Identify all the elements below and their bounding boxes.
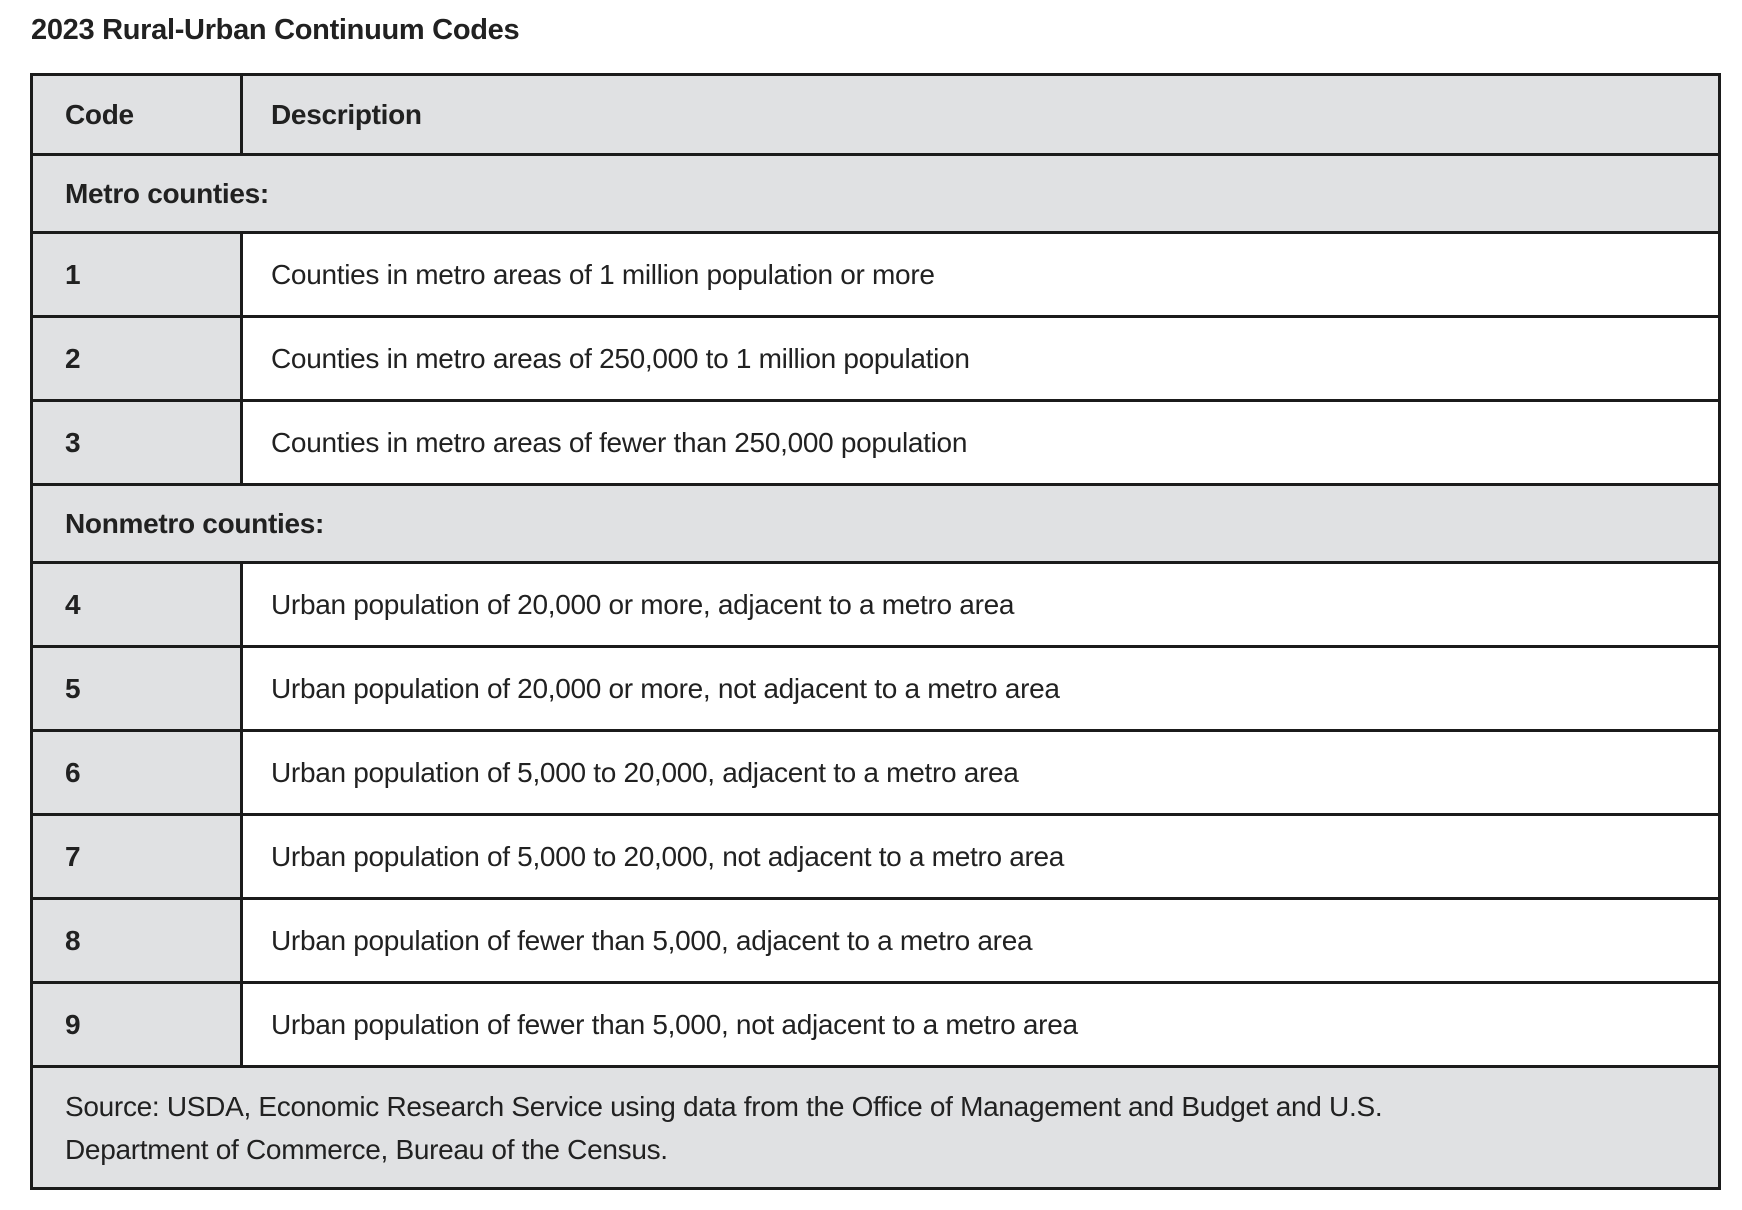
table-header-row: Code Description bbox=[30, 73, 1721, 156]
description-cell: Urban population of 20,000 or more, not … bbox=[240, 645, 1721, 732]
code-cell: 1 bbox=[30, 231, 243, 318]
table-row: 4 Urban population of 20,000 or more, ad… bbox=[30, 561, 1721, 648]
code-cell: 2 bbox=[30, 315, 243, 402]
code-cell: 4 bbox=[30, 561, 243, 648]
table-row: 1 Counties in metro areas of 1 million p… bbox=[30, 231, 1721, 318]
description-cell: Urban population of 5,000 to 20,000, not… bbox=[240, 813, 1721, 900]
description-cell: Counties in metro areas of 1 million pop… bbox=[240, 231, 1721, 318]
table-row: 9 Urban population of fewer than 5,000, … bbox=[30, 981, 1721, 1068]
section-label-nonmetro: Nonmetro counties: bbox=[30, 483, 1721, 564]
code-cell: 3 bbox=[30, 399, 243, 486]
section-row-metro: Metro counties: bbox=[30, 153, 1721, 234]
code-cell: 5 bbox=[30, 645, 243, 732]
section-row-nonmetro: Nonmetro counties: bbox=[30, 483, 1721, 564]
source-line-2: Department of Commerce, Bureau of the Ce… bbox=[65, 1133, 668, 1165]
source-line-1: Source: USDA, Economic Research Service … bbox=[65, 1090, 1383, 1122]
code-cell: 6 bbox=[30, 729, 243, 816]
table-row: 6 Urban population of 5,000 to 20,000, a… bbox=[30, 729, 1721, 816]
code-cell: 7 bbox=[30, 813, 243, 900]
table-row: 8 Urban population of fewer than 5,000, … bbox=[30, 897, 1721, 984]
code-column-header: Code bbox=[30, 73, 243, 156]
source-note: Source: USDA, Economic Research Service … bbox=[30, 1065, 1721, 1190]
code-cell: 8 bbox=[30, 897, 243, 984]
table-row: 5 Urban population of 20,000 or more, no… bbox=[30, 645, 1721, 732]
page-title: 2023 Rural-Urban Continuum Codes bbox=[31, 14, 520, 46]
description-cell: Urban population of 20,000 or more, adja… bbox=[240, 561, 1721, 648]
description-cell: Counties in metro areas of 250,000 to 1 … bbox=[240, 315, 1721, 402]
description-cell: Urban population of fewer than 5,000, ad… bbox=[240, 897, 1721, 984]
description-cell: Urban population of fewer than 5,000, no… bbox=[240, 981, 1721, 1068]
table-row: 7 Urban population of 5,000 to 20,000, n… bbox=[30, 813, 1721, 900]
table-row: 3 Counties in metro areas of fewer than … bbox=[30, 399, 1721, 486]
description-column-header: Description bbox=[240, 73, 1721, 156]
table-row: 2 Counties in metro areas of 250,000 to … bbox=[30, 315, 1721, 402]
rucc-table: Code Description Metro counties: 1 Count… bbox=[30, 73, 1721, 1190]
description-cell: Urban population of 5,000 to 20,000, adj… bbox=[240, 729, 1721, 816]
section-label-metro: Metro counties: bbox=[30, 153, 1721, 234]
code-cell: 9 bbox=[30, 981, 243, 1068]
source-row: Source: USDA, Economic Research Service … bbox=[30, 1065, 1721, 1190]
description-cell: Counties in metro areas of fewer than 25… bbox=[240, 399, 1721, 486]
